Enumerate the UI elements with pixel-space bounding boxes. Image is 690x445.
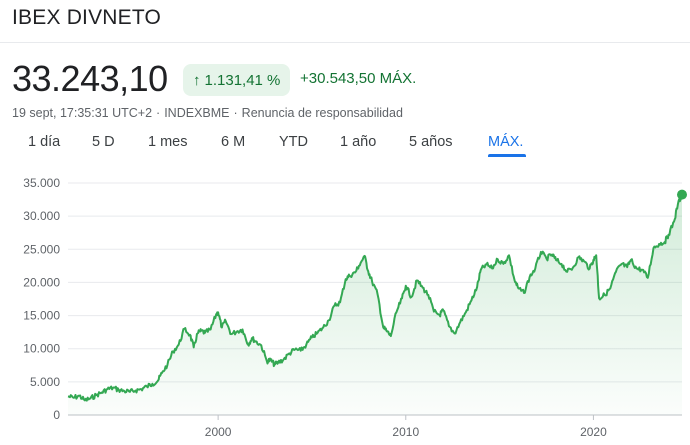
index-title: IBEX DIVNETO	[12, 6, 162, 29]
y-tick-label: 0	[53, 408, 60, 422]
percent-change-value: 1.131,41 %	[204, 71, 281, 89]
x-axis-ticks: 2000 2010 2020	[205, 415, 607, 439]
exchange-name: INDEXBME	[164, 106, 230, 120]
tab-5-years[interactable]: 5 años	[409, 134, 453, 150]
y-tick-label: 35.000	[23, 176, 60, 190]
price-chart[interactable]: 0 5.000 10.000 15.000 20.000 25.000 30.000 35.0…	[0, 165, 690, 445]
y-axis-labels: 0 5.000 10.000 15.000 20.000 25.000 30.000 35.0…	[23, 176, 60, 422]
meta-separator: ·	[156, 106, 161, 120]
current-price: 33.243,10	[12, 58, 168, 99]
x-tick-label: 2010	[392, 425, 419, 439]
header-divider	[0, 42, 690, 43]
tab-6-months[interactable]: 6 M	[221, 134, 246, 150]
absolute-change: +30.543,50 MÁX.	[300, 70, 417, 87]
quote-timestamp: 19 sept, 17:35:31 UTC+2	[12, 106, 153, 120]
disclaimer-link[interactable]: Renuncia de responsabilidad	[241, 106, 403, 120]
tab-max[interactable]: MÁX.	[488, 134, 524, 150]
range-tabs: 1 día 5 D 1 mes 6 M YTD 1 año 5 años MÁX…	[0, 130, 690, 160]
tab-1-day[interactable]: 1 día	[28, 134, 61, 150]
price-area-fill	[68, 194, 682, 415]
tab-1-month[interactable]: 1 mes	[148, 134, 188, 150]
y-tick-label: 10.000	[23, 342, 60, 356]
y-tick-label: 25.000	[23, 242, 60, 256]
y-tick-label: 15.000	[23, 309, 60, 323]
tab-5-days[interactable]: 5 D	[92, 134, 115, 150]
y-tick-label: 20.000	[23, 275, 60, 289]
y-tick-label: 30.000	[23, 209, 60, 223]
meta-separator-2: ·	[233, 106, 238, 120]
arrow-up-icon: ↑	[193, 71, 201, 89]
quote-meta: 19 sept, 17:35:31 UTC+2 · INDEXBME · Ren…	[12, 106, 403, 120]
price-line-series	[67, 194, 683, 402]
latest-price-dot	[677, 189, 687, 200]
active-tab-indicator	[488, 154, 526, 157]
tab-1-year[interactable]: 1 año	[340, 134, 377, 150]
y-tick-label: 5.000	[30, 375, 60, 389]
x-tick-label: 2020	[580, 425, 607, 439]
x-tick-label: 2000	[205, 425, 232, 439]
tab-ytd[interactable]: YTD	[279, 134, 308, 150]
percent-change-badge: ↑ 1.131,41 %	[183, 64, 291, 96]
